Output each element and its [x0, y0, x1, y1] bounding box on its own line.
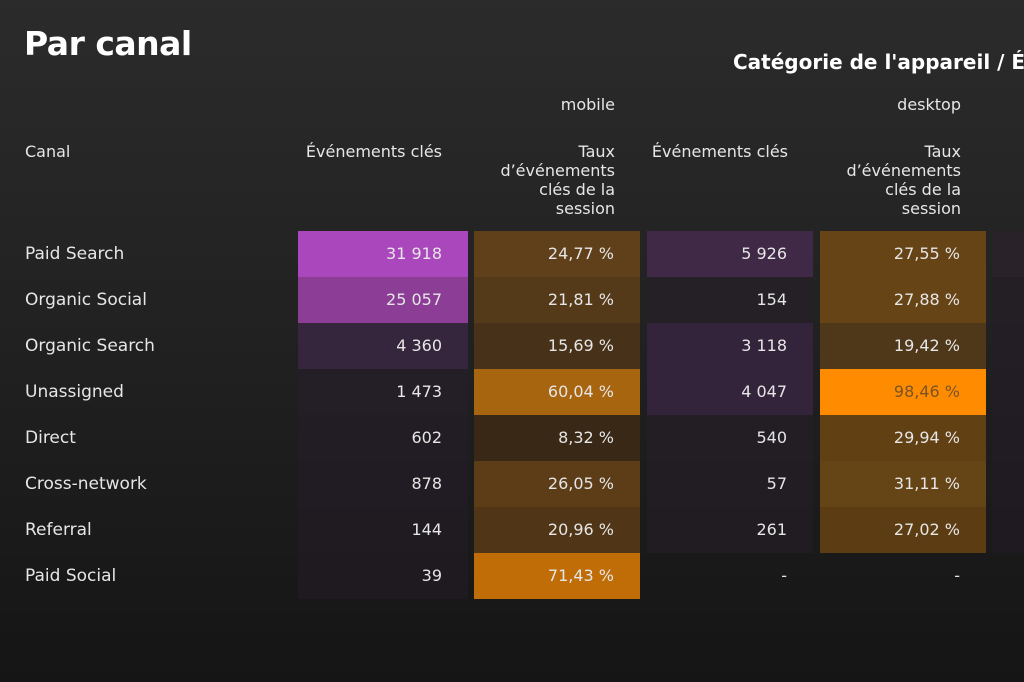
table-cell: 878: [298, 461, 468, 507]
column-header-mobile-rate[interactable]: Taux d’événements clés de la session: [500, 142, 615, 218]
table-cell: 4 047: [647, 369, 813, 415]
table-cell: 57: [647, 461, 813, 507]
table-cell: 154: [647, 277, 813, 323]
table-cell: -: [954, 566, 960, 585]
row-label: Cross-network: [25, 474, 147, 494]
table-cell: [992, 507, 1024, 553]
table-cell: 39: [298, 553, 468, 599]
row-label: Referral: [25, 520, 92, 540]
table-cell: 3 118: [647, 323, 813, 369]
table-cell: 31,11 %: [820, 461, 986, 507]
table-cell: 144: [298, 507, 468, 553]
table-cell: 1 473: [298, 369, 468, 415]
device-header-mobile: mobile: [560, 95, 615, 114]
table-cell: 60,04 %: [474, 369, 640, 415]
table-cell: 27,88 %: [820, 277, 986, 323]
row-label: Organic Search: [25, 336, 155, 356]
table-cell: 20,96 %: [474, 507, 640, 553]
table-cell: 27,55 %: [820, 231, 986, 277]
table-cell: 5 926: [647, 231, 813, 277]
column-header-channel[interactable]: Canal: [25, 142, 71, 161]
table-cell: 602: [298, 415, 468, 461]
table-cell: 29,94 %: [820, 415, 986, 461]
table-cell: 8,32 %: [474, 415, 640, 461]
table-cell: 540: [647, 415, 813, 461]
table-cell: 261: [647, 507, 813, 553]
table-cell: [992, 277, 1024, 323]
table-cell: 19,42 %: [820, 323, 986, 369]
page-title: Par canal: [24, 24, 192, 63]
table-cell: 26,05 %: [474, 461, 640, 507]
table-cell: 24,77 %: [474, 231, 640, 277]
row-label: Direct: [25, 428, 76, 448]
dimension-header: Catégorie de l'appareil / É: [733, 50, 1024, 74]
table-cell: 21,81 %: [474, 277, 640, 323]
table-cell: 27,02 %: [820, 507, 986, 553]
table-cell: [992, 231, 1024, 277]
table-cell: 25 057: [298, 277, 468, 323]
row-label: Paid Search: [25, 244, 125, 264]
table-cell: 15,69 %: [474, 323, 640, 369]
table-cell: 31 918: [298, 231, 468, 277]
table-cell: -: [781, 566, 787, 585]
row-label: Paid Social: [25, 566, 117, 586]
table-cell: 71,43 %: [474, 553, 640, 599]
table-cell: [992, 369, 1024, 415]
table-cell: [992, 461, 1024, 507]
row-label: Organic Social: [25, 290, 147, 310]
column-header-mobile-key-events[interactable]: Événements clés: [305, 142, 442, 161]
row-label: Unassigned: [25, 382, 124, 402]
column-header-desktop-rate[interactable]: Taux d’événements clés de la session: [846, 142, 961, 218]
table-cell: 98,46 %: [820, 369, 986, 415]
table-cell: [992, 415, 1024, 461]
device-header-desktop: desktop: [897, 95, 961, 114]
table-cell: [992, 323, 1024, 369]
column-header-desktop-key-events[interactable]: Événements clés: [651, 142, 788, 161]
table-cell: [992, 553, 1024, 599]
table-cell: 4 360: [298, 323, 468, 369]
